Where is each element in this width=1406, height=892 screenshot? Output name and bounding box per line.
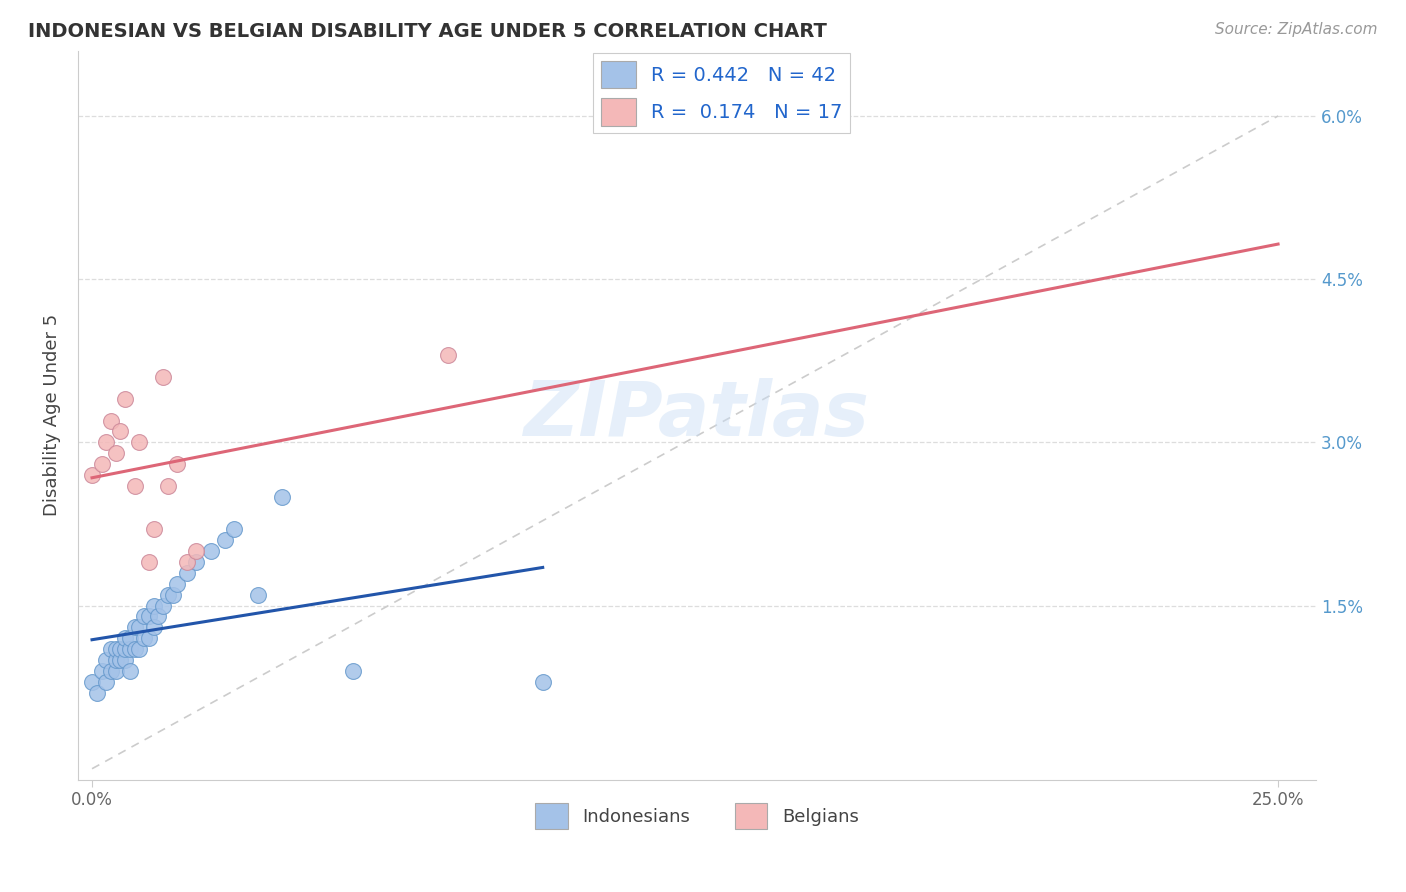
Point: [156, 479, 179, 493]
Point: [142, 522, 165, 536]
Point: [138, 631, 160, 645]
Point: [214, 533, 236, 548]
Point: [90, 664, 112, 678]
Point: [104, 446, 127, 460]
Point: [114, 653, 136, 667]
Point: [166, 576, 188, 591]
Point: [186, 544, 208, 558]
Point: [80, 674, 103, 689]
Point: [80, 467, 103, 482]
Point: [124, 620, 146, 634]
Point: [342, 664, 364, 678]
Point: [142, 599, 165, 613]
Text: ZIPatlas: ZIPatlas: [524, 378, 870, 452]
Point: [176, 555, 198, 569]
Point: [176, 566, 198, 580]
Point: [114, 631, 136, 645]
Point: [134, 631, 156, 645]
Point: [104, 653, 127, 667]
Point: [270, 490, 292, 504]
Point: [104, 642, 127, 657]
Y-axis label: Disability Age Under 5: Disability Age Under 5: [44, 314, 60, 516]
Point: [100, 664, 122, 678]
Point: [100, 414, 122, 428]
Point: [138, 609, 160, 624]
Point: [114, 392, 136, 406]
Point: [152, 599, 174, 613]
Point: [142, 620, 165, 634]
Point: [118, 642, 141, 657]
Text: INDONESIAN VS BELGIAN DISABILITY AGE UNDER 5 CORRELATION CHART: INDONESIAN VS BELGIAN DISABILITY AGE UND…: [28, 22, 827, 41]
Point: [134, 609, 156, 624]
Point: [124, 642, 146, 657]
Point: [118, 664, 141, 678]
Point: [96, 435, 118, 450]
Point: [156, 588, 179, 602]
Point: [104, 664, 127, 678]
Point: [110, 425, 132, 439]
Point: [247, 588, 270, 602]
Point: [114, 642, 136, 657]
Point: [110, 642, 132, 657]
Point: [166, 457, 188, 471]
Point: [138, 555, 160, 569]
Point: [128, 642, 150, 657]
Point: [100, 642, 122, 657]
Point: [96, 653, 118, 667]
Legend: Indonesians, Belgians: Indonesians, Belgians: [527, 797, 866, 836]
Point: [128, 435, 150, 450]
Point: [531, 674, 554, 689]
Point: [224, 522, 246, 536]
Point: [128, 620, 150, 634]
Point: [186, 555, 208, 569]
Point: [200, 544, 222, 558]
Point: [437, 348, 460, 362]
Point: [148, 609, 170, 624]
Point: [118, 631, 141, 645]
Point: [90, 457, 112, 471]
Point: [96, 674, 118, 689]
Text: Source: ZipAtlas.com: Source: ZipAtlas.com: [1215, 22, 1378, 37]
Point: [152, 370, 174, 384]
Point: [162, 588, 184, 602]
Point: [124, 479, 146, 493]
Point: [110, 653, 132, 667]
Point: [86, 685, 108, 699]
